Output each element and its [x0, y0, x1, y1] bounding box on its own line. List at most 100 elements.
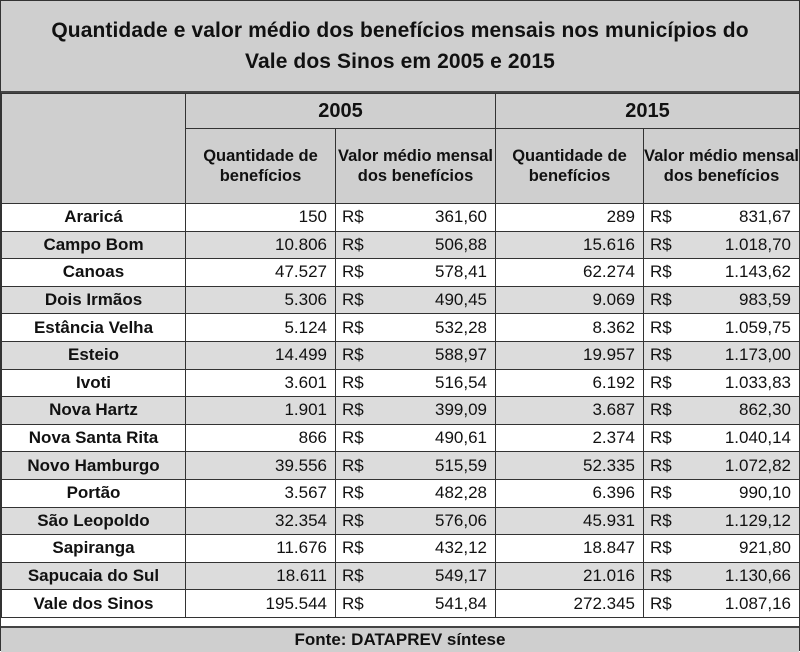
val-2005-cell: R$ 588,97 [335, 340, 496, 370]
value-amount: 1.059,75 [724, 317, 791, 337]
val-2015-cell: R$ 990,10 [643, 478, 800, 508]
value-amount: 399,09 [435, 400, 487, 420]
qty-2015-cell: 6.396 [495, 478, 644, 508]
currency-symbol: R$ [342, 290, 364, 310]
table-row: Sapiranga 11.676 R$ 432,12 18.847 R$ 921,80 [1, 534, 800, 563]
currency-symbol: R$ [650, 593, 672, 613]
table-row: Portão 3.567 R$ 482,28 6.396 R$ 990,10 [1, 478, 800, 508]
value-amount: 361,60 [435, 207, 487, 227]
currency-symbol: R$ [650, 566, 672, 586]
currency-symbol: R$ [342, 483, 364, 503]
currency-symbol: R$ [342, 345, 364, 365]
table-row: Esteio 14.499 R$ 588,97 19.957 R$ 1.173,00 [1, 340, 800, 370]
municipality-header-cell [1, 93, 186, 204]
qty-2015-cell: 21.016 [495, 561, 644, 591]
currency-symbol: R$ [650, 428, 672, 448]
table-row: Novo Hamburgo 39.556 R$ 515,59 52.335 R$ 1.072… [1, 451, 800, 480]
municipality-name: Nova Hartz [1, 396, 186, 425]
currency-symbol: R$ [342, 400, 364, 420]
currency-symbol: R$ [650, 207, 672, 227]
currency-symbol: R$ [650, 400, 672, 420]
value-amount: 921,80 [739, 538, 791, 558]
qty-2005-cell: 5.306 [185, 285, 336, 315]
value-amount: 578,41 [435, 262, 487, 282]
value-amount: 516,54 [435, 372, 487, 392]
value-amount: 490,61 [435, 428, 487, 448]
municipality-name: Nova Santa Rita [1, 423, 186, 453]
currency-symbol: R$ [650, 234, 672, 254]
currency-symbol: R$ [342, 566, 364, 586]
value-amount: 588,97 [435, 345, 487, 365]
qty-2015-cell: 52.335 [495, 451, 644, 480]
title-line-2: Vale dos Sinos em 2005 e 2015 [245, 50, 555, 73]
year-header-2005: 2005 [185, 93, 496, 129]
value-amount: 1.018,70 [724, 234, 791, 254]
currency-symbol: R$ [650, 510, 672, 530]
municipality-name: Vale dos Sinos [1, 589, 186, 618]
qty-2005-cell: 32.354 [185, 506, 336, 536]
currency-symbol: R$ [342, 510, 364, 530]
currency-symbol: R$ [342, 262, 364, 282]
qty-2005-cell: 5.124 [185, 313, 336, 342]
value-amount: 1.033,83 [724, 372, 791, 392]
currency-symbol: R$ [342, 207, 364, 227]
municipality-name: Sapiranga [1, 534, 186, 563]
val-2005-cell: R$ 541,84 [335, 589, 496, 618]
val-2005-cell: R$ 532,28 [335, 313, 496, 342]
qty-2015-cell: 272.345 [495, 589, 644, 618]
value-amount: 831,67 [739, 207, 791, 227]
val-2015-cell: R$ 862,30 [643, 396, 800, 425]
val-2015-cell: R$ 921,80 [643, 534, 800, 563]
qty-header-2015: Quantidade de benefícios [495, 128, 644, 204]
val-2015-cell: R$ 983,59 [643, 285, 800, 315]
val-2005-cell: R$ 578,41 [335, 258, 496, 287]
qty-2005-cell: 195.544 [185, 589, 336, 618]
val-2005-cell: R$ 516,54 [335, 368, 496, 398]
qty-2015-cell: 45.931 [495, 506, 644, 536]
table-row: São Leopoldo 32.354 R$ 576,06 45.931 R$ 1.129,… [1, 506, 800, 536]
currency-symbol: R$ [342, 428, 364, 448]
municipality-name: Dois Irmãos [1, 285, 186, 315]
municipality-name: São Leopoldo [1, 506, 186, 536]
val-2005-cell: R$ 549,17 [335, 561, 496, 591]
qty-2015-cell: 19.957 [495, 340, 644, 370]
value-amount: 1.129,12 [724, 510, 791, 530]
currency-symbol: R$ [650, 290, 672, 310]
qty-header-2005: Quantidade de benefícios [185, 128, 336, 204]
municipality-name: Portão [1, 478, 186, 508]
qty-2005-cell: 866 [185, 423, 336, 453]
value-amount: 1.040,14 [724, 428, 791, 448]
qty-2015-cell: 2.374 [495, 423, 644, 453]
val-2005-cell: R$ 490,61 [335, 423, 496, 453]
municipality-name: Sapucaia do Sul [1, 561, 186, 591]
qty-2005-cell: 1.901 [185, 396, 336, 425]
source-footer: Fonte: DATAPREV síntese [1, 626, 799, 652]
currency-symbol: R$ [342, 234, 364, 254]
municipality-name: Estância Velha [1, 313, 186, 342]
value-amount: 983,59 [739, 290, 791, 310]
table-title: Quantidade e valor médio dos benefícios … [1, 1, 799, 93]
value-amount: 1.087,16 [724, 593, 791, 613]
currency-symbol: R$ [342, 538, 364, 558]
qty-2015-cell: 3.687 [495, 396, 644, 425]
qty-2015-cell: 62.274 [495, 258, 644, 287]
table-row: Campo Bom 10.806 R$ 506,88 15.616 R$ 1.018,70 [1, 230, 800, 260]
municipality-name: Araricá [1, 203, 186, 232]
val-2005-cell: R$ 515,59 [335, 451, 496, 480]
val-2015-cell: R$ 1.173,00 [643, 340, 800, 370]
qty-2005-cell: 3.601 [185, 368, 336, 398]
value-amount: 482,28 [435, 483, 487, 503]
val-2005-cell: R$ 482,28 [335, 478, 496, 508]
val-2005-cell: R$ 576,06 [335, 506, 496, 536]
val-2015-cell: R$ 1.033,83 [643, 368, 800, 398]
val-2005-cell: R$ 432,12 [335, 534, 496, 563]
municipality-name: Canoas [1, 258, 186, 287]
val-2015-cell: R$ 1.130,66 [643, 561, 800, 591]
benefits-table: 2005 2015 Quantidade de benefícios Valor… [1, 93, 800, 618]
qty-2015-cell: 8.362 [495, 313, 644, 342]
table-row: Vale dos Sinos 195.544 R$ 541,84 272.345 R$ 1.… [1, 589, 800, 618]
table-row: Dois Irmãos 5.306 R$ 490,45 9.069 R$ 983,59 [1, 285, 800, 315]
value-amount: 862,30 [739, 400, 791, 420]
val-2015-cell: R$ 831,67 [643, 203, 800, 232]
value-amount: 576,06 [435, 510, 487, 530]
